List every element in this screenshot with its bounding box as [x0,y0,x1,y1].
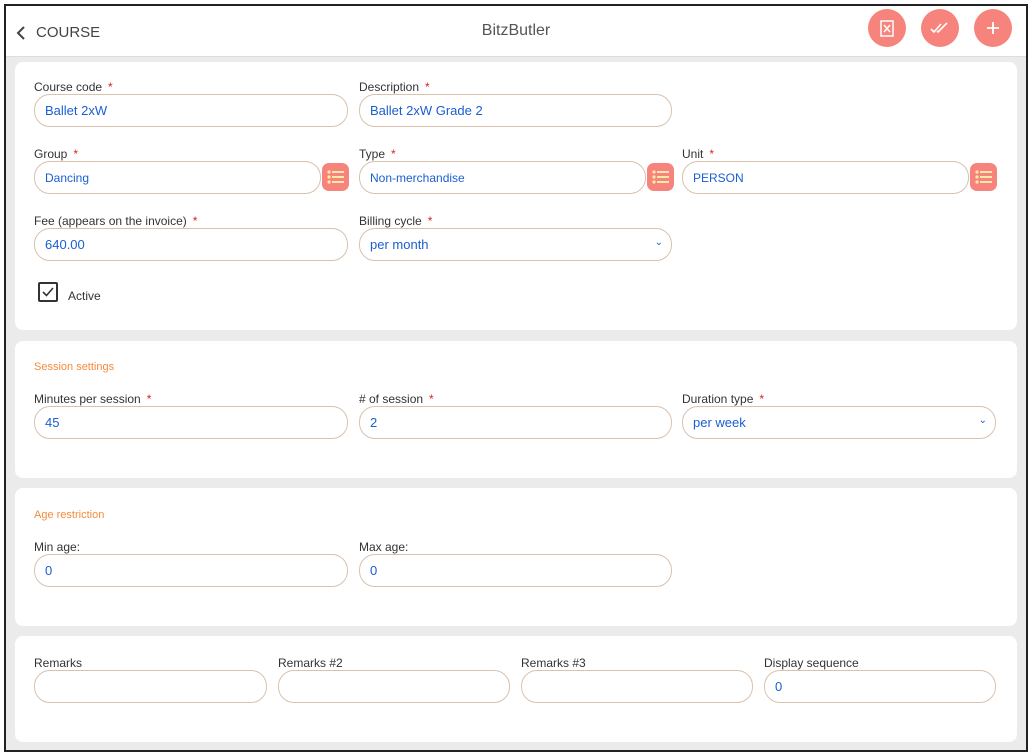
sessions-input[interactable]: 2 [359,406,672,439]
display-sequence-label: Display sequence [764,656,859,670]
remarks-input[interactable] [34,670,267,703]
back-label: COURSE [36,24,101,41]
session-settings-card: Session settings Minutes per session * 45… [15,341,1017,478]
general-card: Course code * Ballet 2xW Description * Bal… [15,62,1017,330]
chevron-down-icon: ⌄ [978,415,987,426]
age-restriction-card: Age restriction Min age: 0 Max age: 0 [15,488,1017,626]
unit-list-button[interactable] [970,163,997,191]
chevron-left-icon [16,25,25,40]
min-age-input[interactable]: 0 [34,554,348,587]
delete-button[interactable] [868,9,906,47]
list-icon [974,170,992,184]
remarks-label: Remarks [34,656,83,670]
group-input[interactable]: Dancing [34,161,321,194]
description-label: Description * [359,80,430,94]
chevron-down-icon: ⌄ [654,237,663,248]
display-sequence-input[interactable]: 0 [764,670,996,703]
max-age-label: Max age: [359,540,409,554]
unit-input[interactable]: PERSON [682,161,969,194]
remarks-3-label: Remarks #3 [521,656,586,670]
fee-input[interactable]: 640.00 [34,228,348,261]
group-label: Group * [34,147,79,161]
delete-icon [880,20,894,37]
app-title: BitzButler [481,22,551,39]
age-restriction-title: Age restriction [34,509,105,521]
approve-button[interactable] [921,9,959,47]
type-list-button[interactable] [647,163,674,191]
plus-icon [987,22,999,34]
active-checkbox[interactable] [38,282,58,302]
active-label: Active [68,289,101,303]
add-button[interactable] [974,9,1012,47]
type-input[interactable]: Non-merchandise [359,161,646,194]
max-age-input[interactable]: 0 [359,554,672,587]
unit-label: Unit * [682,147,715,161]
check-icon [42,287,54,297]
app-window: COURSE BitzButler Course code * Ballet 2x… [4,4,1028,752]
list-icon [651,170,669,184]
remarks-2-input[interactable] [278,670,510,703]
min-age-label: Min age: [34,540,81,554]
billing-cycle-select[interactable]: per month ⌄ [359,228,672,261]
description-input[interactable]: Ballet 2xW Grade 2 [359,94,672,127]
remarks-3-input[interactable] [521,670,753,703]
billing-cycle-value: per month [370,237,429,252]
remarks-2-label: Remarks #2 [278,656,343,670]
remarks-card: Remarks Remarks #2 Remarks #3 Display se… [15,636,1017,742]
group-list-button[interactable] [322,163,349,191]
duration-type-value: per week [693,415,746,430]
sessions-label: # of session * [359,392,434,406]
double-check-icon [930,22,948,34]
course-code-input[interactable]: Ballet 2xW [34,94,348,127]
type-label: Type * [359,147,396,161]
fee-label: Fee (appears on the invoice) * [34,214,198,228]
minutes-input[interactable]: 45 [34,406,348,439]
minutes-label: Minutes per session * [34,392,152,406]
session-settings-title: Session settings [34,361,115,373]
list-icon [326,170,344,184]
course-code-label: Course code * [34,80,113,94]
duration-type-label: Duration type * [682,392,765,406]
duration-type-select[interactable]: per week ⌄ [682,406,996,439]
back-button[interactable]: COURSE [16,24,100,41]
header: COURSE BitzButler [6,6,1026,57]
billing-cycle-label: Billing cycle * [359,214,433,228]
